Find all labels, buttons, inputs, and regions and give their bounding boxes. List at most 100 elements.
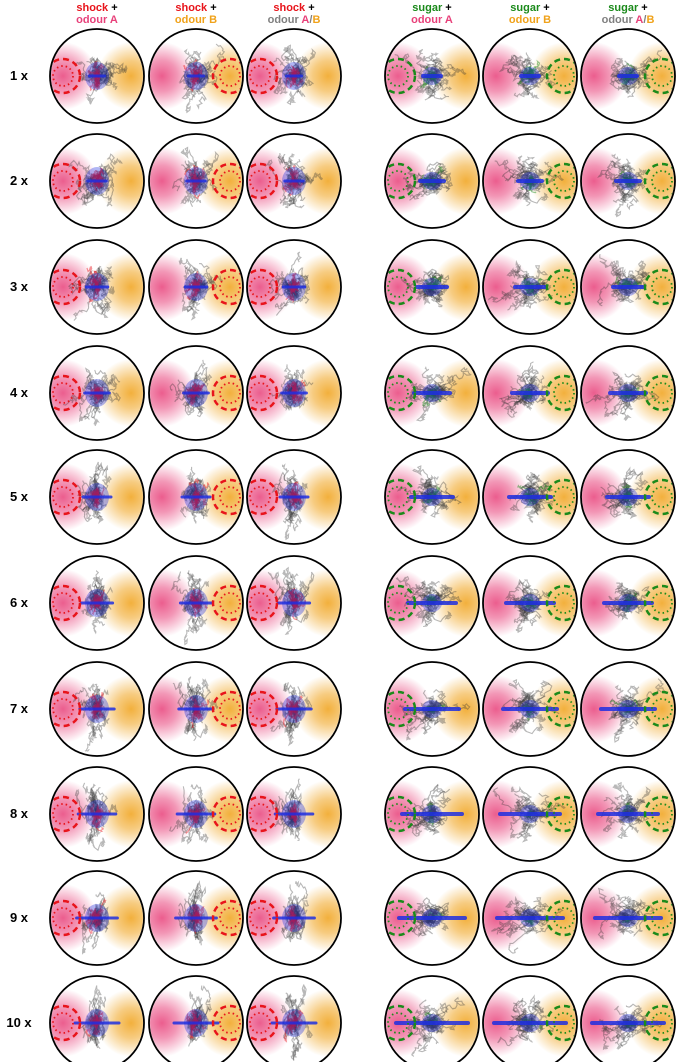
larva-trajectory xyxy=(523,180,549,204)
reinforced-trajectory xyxy=(89,693,99,712)
reinforcement-zone-inner xyxy=(219,170,241,192)
odour-a-source xyxy=(386,147,432,215)
odour-b-source xyxy=(294,884,340,952)
odour-a-source xyxy=(51,780,97,848)
summary-cloud xyxy=(422,1014,442,1032)
larva-trajectory xyxy=(88,1017,99,1032)
reinforced-trajectory xyxy=(192,602,201,615)
larva-trajectory xyxy=(185,471,199,498)
reinforced-trajectory xyxy=(93,275,103,288)
reinforcement-zone-inner xyxy=(249,276,271,298)
odour-a-source xyxy=(248,359,294,427)
larva-trajectory xyxy=(422,285,443,303)
larva-trajectory xyxy=(192,995,203,1025)
reinforced-trajectory xyxy=(290,913,302,931)
summary-cloud xyxy=(618,909,638,927)
larva-trajectory xyxy=(93,1022,105,1047)
larva-trajectory xyxy=(190,392,204,418)
reinforcement-zone-inner xyxy=(387,276,409,298)
arena-border xyxy=(580,345,676,441)
larva-trajectory xyxy=(179,695,197,718)
larva-trajectory xyxy=(293,159,309,187)
odour-b-source xyxy=(628,42,674,110)
larva-trajectory xyxy=(410,1019,433,1057)
reinforced-trajectory xyxy=(291,590,302,606)
larva-trajectory xyxy=(85,813,100,843)
larva-trajectory xyxy=(290,476,300,499)
reinforcement-zone-inner xyxy=(553,803,575,825)
arena xyxy=(580,345,676,441)
reinforced-trajectory xyxy=(93,169,100,182)
column-header-3: shock + odour A/B xyxy=(244,2,344,26)
odour-a-source xyxy=(484,780,530,848)
row-label-1: 1 x xyxy=(9,68,29,83)
larva-trajectory xyxy=(529,709,546,723)
reinforcement-zone-inner xyxy=(52,65,74,87)
reinforced-trajectory xyxy=(193,903,198,919)
larva-trajectory xyxy=(291,66,305,83)
larva-trajectory xyxy=(288,916,297,940)
summary-cloud xyxy=(520,1014,540,1032)
arena xyxy=(580,133,676,229)
larva-trajectory xyxy=(289,894,300,923)
odour-a-source xyxy=(582,675,628,743)
larva-trajectory xyxy=(288,379,314,404)
odour-slash: / xyxy=(643,14,647,26)
arena-border xyxy=(580,975,676,1062)
larva-trajectory xyxy=(275,286,297,316)
plus-sign: + xyxy=(638,2,648,14)
reinforcement-zone xyxy=(51,584,82,622)
larva-trajectory xyxy=(517,179,533,200)
reinforcement-zone xyxy=(51,374,82,412)
arena xyxy=(246,133,342,229)
larva-trajectory xyxy=(286,283,299,300)
larva-trajectory xyxy=(94,585,106,606)
summary-cloud xyxy=(520,67,540,85)
larva-trajectory xyxy=(616,176,635,195)
larva-trajectory xyxy=(621,381,644,403)
larva-trajectory xyxy=(191,708,209,739)
larva-trajectory xyxy=(610,391,629,416)
reinforced-trajectory xyxy=(291,278,300,289)
reinforcement-zone-inner xyxy=(52,907,74,929)
larva-trajectory xyxy=(96,179,115,207)
arena-border xyxy=(49,975,145,1062)
larva-trajectory xyxy=(602,813,631,833)
reinforced-trajectory xyxy=(529,483,550,498)
arena-border xyxy=(49,661,145,757)
larva-trajectory xyxy=(625,177,640,192)
reinforced-trajectory xyxy=(188,1022,198,1034)
reinforced-trajectory xyxy=(292,807,298,822)
larva-trajectory xyxy=(620,385,634,408)
reinforcement-zone-inner xyxy=(52,382,74,404)
larva-trajectory xyxy=(618,285,635,304)
larva-trajectory xyxy=(423,580,440,607)
larva-trajectory xyxy=(422,1022,445,1037)
reinforced-trajectory xyxy=(193,707,201,719)
reinforced-trajectory xyxy=(291,165,299,184)
larva-trajectory xyxy=(425,60,443,77)
larva-trajectory xyxy=(90,57,103,80)
larva-trajectory xyxy=(284,598,295,636)
larva-trajectory xyxy=(422,1013,437,1028)
larva-trajectory xyxy=(626,1022,649,1035)
reinforced-trajectory xyxy=(190,70,197,83)
larva-trajectory xyxy=(88,783,98,818)
larva-trajectory xyxy=(82,1022,101,1043)
odour-a-source xyxy=(248,569,294,637)
arena xyxy=(580,870,676,966)
larva-trajectory xyxy=(68,159,98,185)
reinforcement-zone xyxy=(643,162,674,200)
larva-trajectory xyxy=(186,813,197,845)
summary-cloud xyxy=(520,172,540,190)
larva-trajectory xyxy=(90,803,104,818)
larva-trajectory xyxy=(293,274,311,296)
larva-trajectory xyxy=(627,806,644,834)
larva-trajectory xyxy=(93,907,106,927)
larva-trajectory xyxy=(184,276,197,290)
larva-trajectory xyxy=(518,69,532,81)
larva-trajectory xyxy=(611,173,634,188)
larva-trajectory xyxy=(288,808,302,826)
arena-border xyxy=(384,975,480,1062)
arena-border xyxy=(580,28,676,124)
